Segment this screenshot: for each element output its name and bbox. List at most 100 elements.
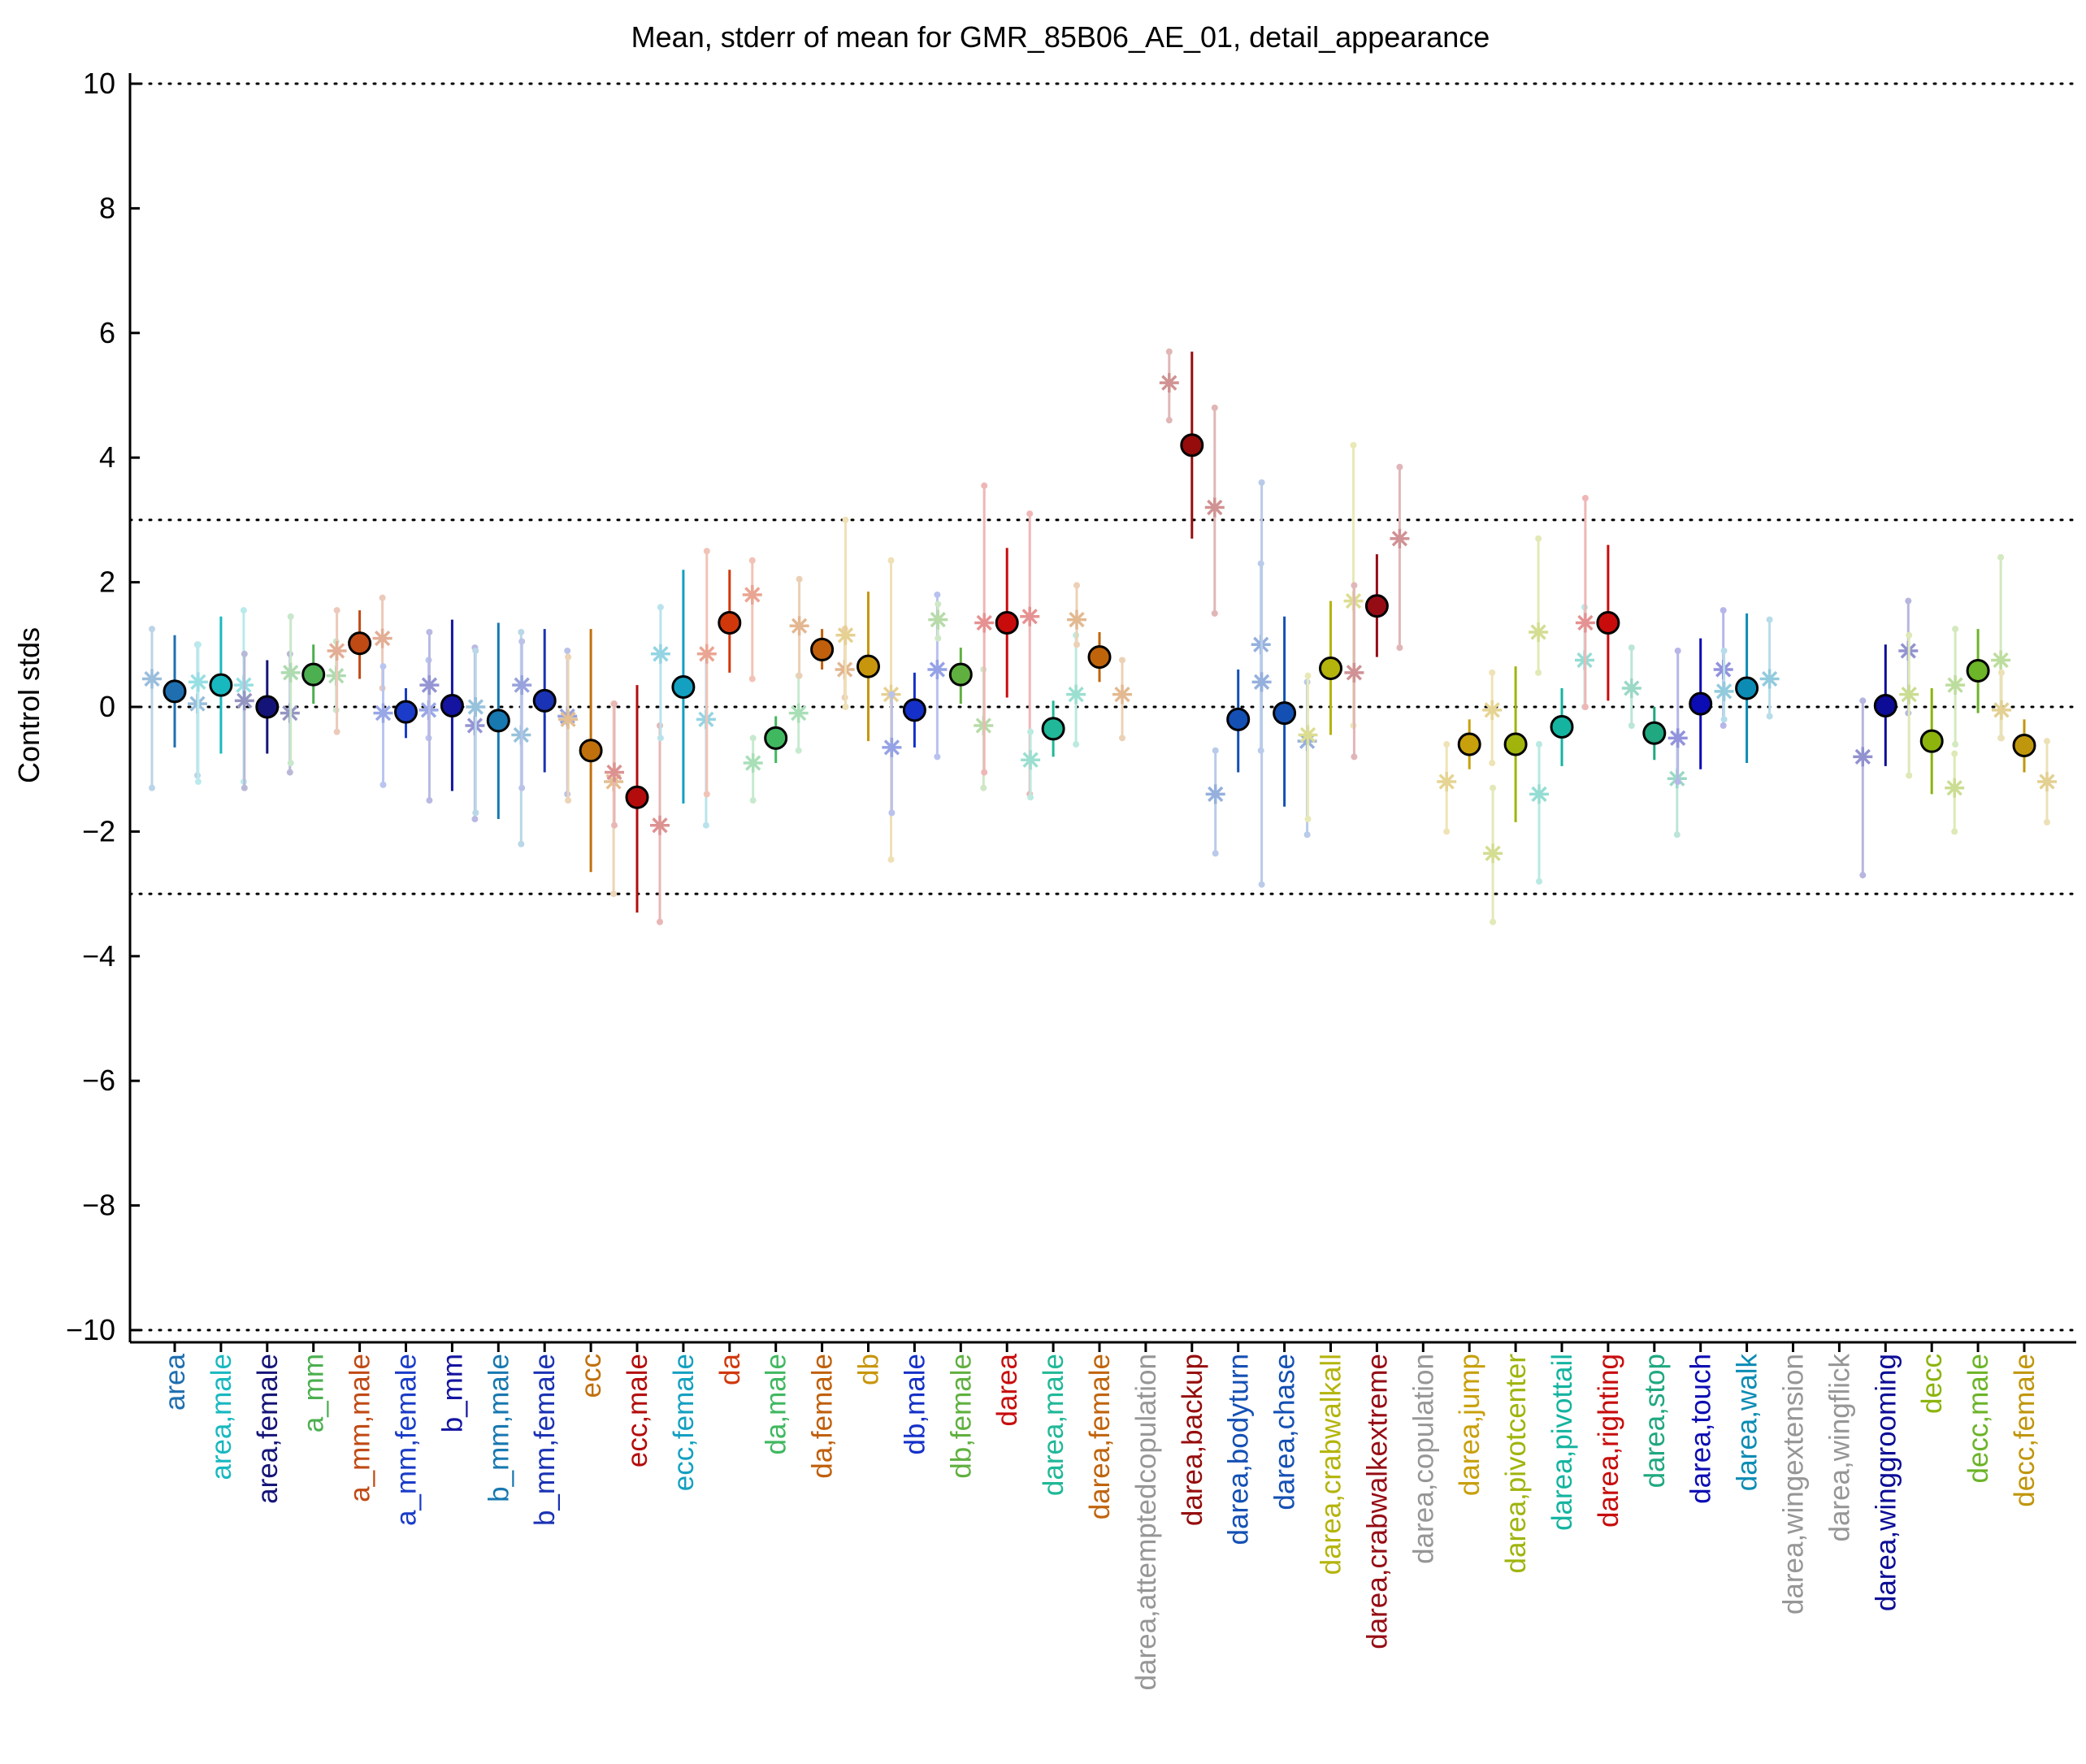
replicate-range-end bbox=[565, 653, 572, 661]
replicate-range-end bbox=[426, 797, 433, 804]
replicate-range-end bbox=[1165, 348, 1173, 355]
replicate-range-end bbox=[1673, 831, 1681, 839]
replicate-range-end bbox=[1535, 535, 1542, 542]
replicate-range-end bbox=[1258, 479, 1265, 486]
replicate-range-end bbox=[981, 482, 988, 489]
replicate-range-end bbox=[1859, 872, 1867, 879]
replicate-range-end bbox=[1443, 741, 1451, 748]
mean-marker bbox=[440, 693, 464, 717]
replicate-range-end bbox=[426, 628, 433, 635]
replicate-mean-marker bbox=[1714, 681, 1734, 701]
replicate-range-end bbox=[333, 728, 340, 735]
x-tick-label: darea,attemptedcopulation bbox=[1130, 1354, 1162, 1690]
replicate-range-end bbox=[1027, 794, 1034, 801]
mean-marker bbox=[1226, 707, 1251, 731]
mean-marker bbox=[1919, 729, 1944, 753]
mean-marker bbox=[1873, 693, 1897, 717]
replicate-range-end bbox=[1396, 644, 1403, 652]
category-marks bbox=[1437, 669, 1503, 835]
replicate-range-end bbox=[472, 809, 479, 817]
replicate-range-end bbox=[379, 663, 387, 670]
y-tick-label: 8 bbox=[99, 191, 115, 224]
replicate-range-end bbox=[1303, 831, 1311, 839]
replicate-range-end bbox=[1720, 716, 1728, 723]
replicate-range-end bbox=[565, 797, 572, 804]
x-tick-label: darea,bodyturn bbox=[1223, 1354, 1255, 1545]
replicate-range-end bbox=[240, 607, 247, 614]
replicate-range-end bbox=[1211, 609, 1218, 617]
mean-marker bbox=[532, 688, 557, 713]
mean-marker bbox=[1550, 715, 1574, 739]
mean-marker bbox=[718, 610, 742, 635]
replicate-range-end bbox=[703, 791, 710, 798]
mean-marker bbox=[1642, 721, 1667, 745]
mean-marker bbox=[948, 662, 973, 687]
x-tick-label: db,male bbox=[899, 1354, 930, 1455]
x-tick-label: darea,stop bbox=[1639, 1354, 1671, 1488]
mean-marker bbox=[163, 679, 187, 704]
replicate-mean-marker bbox=[928, 609, 948, 630]
replicate-mean-marker bbox=[1112, 684, 1132, 704]
replicate-range-end bbox=[471, 816, 479, 823]
mean-marker bbox=[764, 726, 788, 750]
replicate-range-end bbox=[795, 747, 802, 754]
replicate-mean-marker bbox=[1298, 725, 1318, 745]
replicate-mean-marker bbox=[1066, 684, 1086, 704]
category-marks bbox=[1575, 495, 1620, 710]
x-tick-label: decc bbox=[1916, 1354, 1948, 1414]
replicate-range-end bbox=[149, 626, 155, 633]
replicate-mean-marker bbox=[1437, 772, 1457, 792]
mean-marker bbox=[1735, 676, 1759, 700]
category-marks bbox=[605, 685, 670, 925]
replicate-mean-marker bbox=[1021, 750, 1041, 770]
replicate-mean-marker bbox=[743, 753, 763, 774]
mean-marker bbox=[1596, 610, 1620, 635]
replicate-range-end bbox=[1489, 760, 1496, 767]
replicate-range-end bbox=[888, 809, 896, 817]
replicate-mean-marker bbox=[1344, 662, 1364, 683]
replicate-mean-marker bbox=[789, 616, 809, 636]
x-tick-label: darea,female bbox=[1084, 1354, 1116, 1519]
replicate-range-end bbox=[1536, 741, 1542, 748]
replicate-mean-marker bbox=[2037, 772, 2057, 792]
replicate-mean-marker bbox=[1204, 497, 1225, 518]
x-tick-label: b_mm bbox=[436, 1354, 468, 1432]
mean-marker bbox=[486, 709, 510, 733]
mean-marker bbox=[1319, 656, 1342, 680]
category-marks bbox=[1899, 631, 1965, 835]
replicate-range-end bbox=[1212, 747, 1219, 754]
y-tick-label: −6 bbox=[82, 1064, 115, 1097]
mean-marker bbox=[1180, 433, 1204, 457]
replicate-range-end bbox=[1535, 669, 1542, 676]
replicate-mean-marker bbox=[1020, 606, 1040, 626]
x-tick-label: b_mm,female bbox=[529, 1354, 561, 1526]
mean-marker bbox=[902, 698, 926, 722]
replicate-mean-marker bbox=[280, 662, 301, 683]
replicate-range-end bbox=[1998, 735, 2005, 742]
replicate-mean-marker bbox=[1621, 678, 1641, 698]
x-tick-label: a_mm bbox=[298, 1354, 330, 1432]
y-tick-label: 0 bbox=[99, 690, 115, 723]
replicate-mean-marker bbox=[605, 762, 624, 782]
replicate-range-end bbox=[1720, 607, 1727, 614]
replicate-mean-marker bbox=[1945, 675, 1966, 696]
replicate-range-end bbox=[1351, 753, 1358, 761]
mean-marker bbox=[301, 662, 326, 687]
replicate-range-end bbox=[1443, 828, 1451, 835]
replicate-mean-marker bbox=[142, 669, 162, 689]
mean-marker bbox=[209, 673, 233, 697]
x-tick-label: darea,walk bbox=[1732, 1354, 1763, 1492]
x-tick-label: darea,righting bbox=[1593, 1354, 1624, 1528]
y-axis-label: Control stds bbox=[12, 627, 46, 783]
y-tick-label: −4 bbox=[82, 939, 115, 973]
replicate-mean-marker bbox=[650, 815, 670, 835]
mean-marker bbox=[1087, 645, 1112, 670]
replicate-mean-marker bbox=[1483, 843, 1503, 864]
x-tick-label: darea,crabwalkall bbox=[1316, 1354, 1347, 1575]
replicate-mean-marker bbox=[835, 625, 856, 645]
x-tick-label: b_mm,male bbox=[483, 1354, 514, 1502]
replicate-range-end bbox=[2044, 738, 2050, 745]
replicate-range-end bbox=[1581, 495, 1589, 502]
replicate-mean-marker bbox=[974, 613, 995, 633]
